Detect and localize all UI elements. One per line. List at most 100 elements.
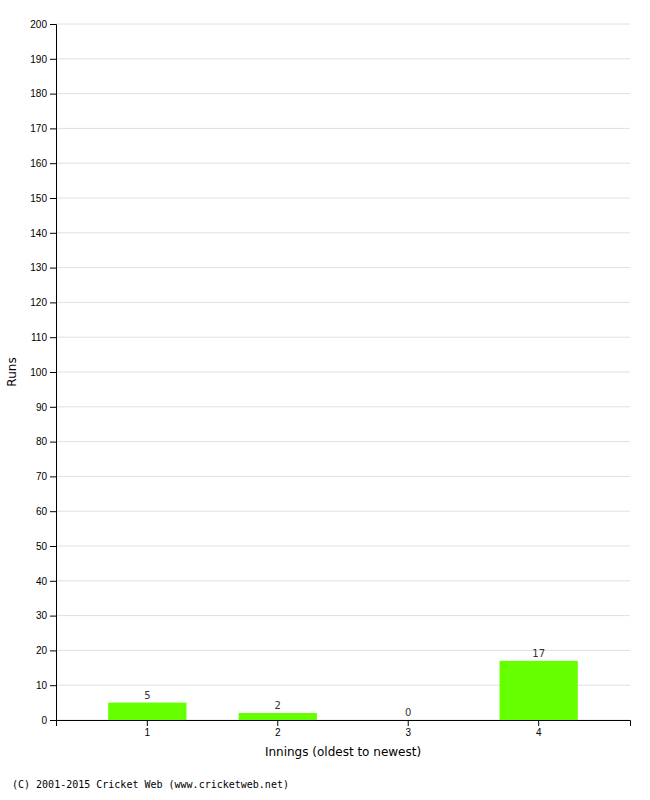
y-tick-mark [50, 685, 56, 686]
y-tick-mark [50, 372, 56, 373]
y-tick-mark [50, 720, 56, 721]
grid-line [56, 267, 630, 268]
x-tick-label: 4 [536, 727, 542, 738]
data-label: 0 [405, 707, 411, 718]
y-tick-label: 50 [36, 541, 48, 552]
grid-line [56, 511, 630, 512]
y-tick-mark [50, 476, 56, 477]
data-label: 2 [275, 700, 281, 711]
y-tick: 110 [31, 332, 56, 343]
y-tick-label: 190 [30, 54, 47, 65]
x-tick-label: 1 [145, 727, 151, 738]
y-tick-label: 10 [36, 680, 48, 691]
y-tick-label: 100 [30, 367, 47, 378]
y-tick-label: 90 [36, 402, 48, 413]
chart-container: 0102030405060708090100110120130140150160… [0, 0, 650, 800]
y-tick-mark [50, 233, 56, 234]
y-tick-label: 130 [30, 262, 47, 273]
y-tick-mark [50, 24, 56, 25]
y-tick: 160 [30, 158, 56, 169]
y-tick-mark [50, 302, 56, 303]
grid-line [56, 476, 630, 477]
grid-line [56, 372, 630, 373]
grid-line [56, 337, 630, 338]
y-tick-mark [50, 442, 56, 443]
bar [500, 661, 578, 720]
grid-line [56, 302, 630, 303]
y-tick-label: 160 [30, 158, 47, 169]
y-tick: 190 [30, 54, 56, 65]
y-tick: 70 [36, 471, 56, 482]
y-tick: 20 [36, 645, 56, 656]
y-tick: 60 [36, 506, 56, 517]
y-tick-mark [50, 407, 56, 408]
grid-line [56, 198, 630, 199]
bar [108, 703, 186, 720]
y-tick: 10 [36, 680, 56, 691]
bars [108, 661, 578, 720]
plot-area: 0102030405060708090100110120130140150160… [5, 19, 631, 759]
y-tick-label: 180 [30, 88, 47, 99]
y-tick-label: 70 [36, 471, 48, 482]
y-axis: 0102030405060708090100110120130140150160… [30, 19, 56, 726]
y-tick-mark [50, 128, 56, 129]
x-tick-label: 3 [405, 727, 411, 738]
y-axis-line [50, 25, 57, 721]
grid-line [56, 24, 630, 25]
y-tick-label: 170 [30, 123, 47, 134]
y-tick-mark [50, 511, 56, 512]
y-tick-label: 140 [30, 228, 47, 239]
bar [239, 713, 317, 720]
grid-line [56, 128, 630, 129]
x-tick: 3 [405, 720, 411, 738]
chart-svg: 0102030405060708090100110120130140150160… [0, 0, 650, 800]
y-tick-mark [50, 268, 56, 269]
y-tick: 0 [41, 715, 56, 726]
y-tick-mark [50, 546, 56, 547]
x-axis-title: Innings (oldest to newest) [265, 745, 421, 759]
grid-line [56, 546, 630, 547]
y-tick-mark [50, 616, 56, 617]
y-tick-mark [50, 163, 56, 164]
grid-line [56, 93, 630, 94]
x-axis: 1 2 3 4 [57, 720, 631, 738]
y-tick: 170 [30, 123, 56, 134]
y-tick-label: 20 [36, 645, 48, 656]
y-tick: 180 [30, 88, 56, 99]
y-tick: 30 [36, 610, 56, 621]
data-label: 5 [144, 690, 150, 701]
y-tick-label: 80 [36, 436, 48, 447]
y-tick: 200 [30, 19, 56, 30]
x-tick: 2 [275, 720, 281, 738]
footer: (C) 2001-2015 Cricket Web (www.cricketwe… [12, 779, 289, 790]
y-tick-label: 0 [41, 715, 47, 726]
grid-line [56, 58, 630, 59]
y-tick: 100 [30, 367, 56, 378]
y-tick: 120 [30, 297, 56, 308]
y-tick-mark [50, 59, 56, 60]
grid-line [56, 441, 630, 442]
data-label: 17 [532, 648, 545, 659]
y-tick-label: 200 [30, 19, 47, 30]
grid-line [56, 580, 630, 581]
x-tick-mark [538, 720, 539, 726]
x-tick-label: 2 [275, 727, 281, 738]
y-tick-mark [50, 198, 56, 199]
y-tick-label: 120 [30, 297, 47, 308]
grid-line [56, 232, 630, 233]
y-tick-mark [50, 581, 56, 582]
y-tick: 50 [36, 541, 56, 552]
y-tick: 140 [30, 228, 56, 239]
x-tick-mark [277, 720, 278, 726]
y-axis-title: Runs [5, 357, 19, 386]
y-tick-label: 40 [36, 576, 48, 587]
y-tick-mark [50, 94, 56, 95]
x-tick: 1 [145, 720, 151, 738]
x-tick-mark [408, 720, 409, 726]
y-tick-label: 110 [31, 332, 47, 343]
x-tick-mark [147, 720, 148, 726]
y-tick: 40 [36, 576, 56, 587]
x-axis-line [57, 721, 631, 727]
grid-line [56, 615, 630, 616]
y-tick: 90 [36, 402, 56, 413]
